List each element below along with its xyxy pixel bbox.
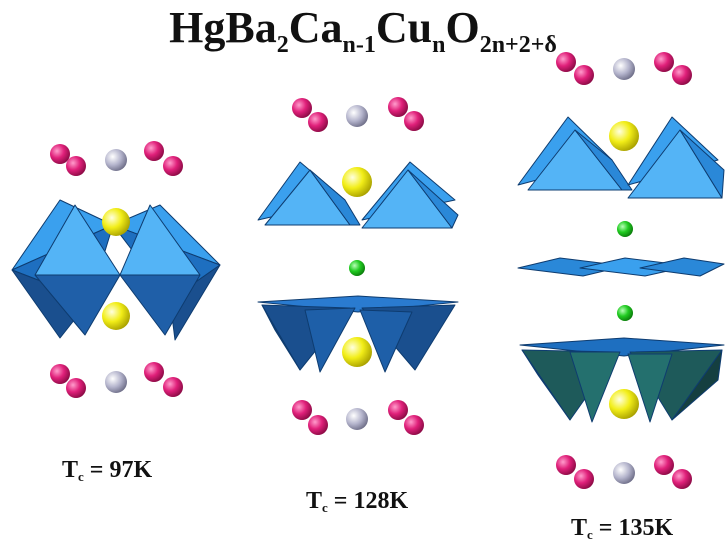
ba-atom	[574, 469, 594, 489]
plane-square	[639, 257, 725, 277]
ba-atom	[308, 112, 328, 132]
octahedron-face	[119, 274, 201, 336]
ba-atom	[388, 97, 408, 117]
tc-prefix: T	[306, 488, 323, 514]
ba-atom	[672, 65, 692, 85]
ba-atom	[556, 455, 576, 475]
ba-atom	[50, 144, 70, 164]
ba-atom	[654, 455, 674, 475]
tc-prefix: T	[571, 515, 588, 541]
ba-atom	[654, 52, 674, 72]
formula-title: HgBa2Can-1CunO2n+2+δ	[0, 2, 726, 59]
hg-atom	[105, 149, 127, 171]
lower-cuo5-pyramids	[519, 337, 725, 423]
upper-cuo5-pyramids	[257, 161, 459, 229]
pyramid-face	[569, 351, 621, 423]
hg-atom	[346, 105, 368, 127]
ba-atom	[404, 415, 424, 435]
top-atom-row	[556, 52, 692, 85]
apical-oxygen-atom	[609, 121, 639, 151]
title-subscript: n-1	[342, 32, 376, 58]
tc-label-n2: Tc = 128K	[306, 488, 408, 516]
title-subscript: n	[432, 32, 446, 58]
tc-value: = 128K	[327, 488, 409, 514]
ba-atom	[144, 141, 164, 161]
ba-atom	[163, 377, 183, 397]
ba-atom	[574, 65, 594, 85]
title-subscript: 2n+2+δ	[479, 32, 557, 58]
pyramid-face	[679, 129, 725, 199]
pyramid-face	[309, 169, 361, 226]
ba-atom	[556, 52, 576, 72]
ba-atom	[144, 362, 164, 382]
ba-atom	[292, 400, 312, 420]
pyramid-face	[627, 353, 673, 423]
ca-atom	[617, 305, 633, 321]
structure-n3	[517, 52, 725, 489]
ca-atom	[617, 221, 633, 237]
hg-atom	[346, 408, 368, 430]
bottom-atom-row	[556, 455, 692, 489]
ba-atom	[66, 156, 86, 176]
pyramid-face	[407, 169, 459, 229]
pyramid-face	[261, 304, 301, 371]
tc-subscript: c	[322, 500, 328, 515]
pyramid-face	[671, 349, 723, 421]
title-part: Ca	[288, 3, 343, 52]
title-part: O	[445, 3, 480, 52]
cuo6-octahedra	[11, 199, 221, 341]
structure-n1	[11, 141, 221, 398]
octahedron-face	[34, 274, 121, 336]
tc-subscript: c	[78, 469, 84, 484]
top-atom-row	[50, 141, 183, 176]
pyramid-face	[304, 307, 356, 373]
apical-oxygen-atom	[609, 389, 639, 419]
title-subscript: 2	[276, 32, 289, 58]
apical-oxygen-atom	[102, 302, 130, 330]
ba-atom	[404, 111, 424, 131]
hg-atom	[613, 58, 635, 80]
ba-atom	[308, 415, 328, 435]
title-part: Cu	[375, 3, 433, 52]
apical-oxygen-atom	[102, 208, 130, 236]
hg-atom	[613, 462, 635, 484]
pyramid-face	[359, 309, 413, 373]
apical-oxygen-atom	[342, 337, 372, 367]
title-part: HgBa	[169, 3, 277, 52]
tc-subscript: c	[587, 527, 593, 542]
ba-atom	[388, 400, 408, 420]
pyramid-face	[521, 349, 571, 421]
upper-cuo5-pyramids	[517, 116, 725, 199]
ca-atom	[349, 260, 365, 276]
hg-atom	[105, 371, 127, 393]
tc-value: = 135K	[592, 515, 674, 541]
ba-atom	[292, 98, 312, 118]
tc-label-n1: Tc = 97K	[62, 457, 152, 485]
top-atom-row	[292, 97, 424, 132]
ba-atom	[66, 378, 86, 398]
ba-atom	[672, 469, 692, 489]
cuo2-plane	[517, 257, 725, 277]
ba-atom	[163, 156, 183, 176]
lower-cuo5-pyramids	[257, 295, 459, 373]
bottom-atom-row	[50, 362, 183, 398]
bottom-atom-row	[292, 400, 424, 435]
tc-label-n3: Tc = 135K	[571, 515, 673, 543]
tc-prefix: T	[62, 457, 79, 483]
tc-value: = 97K	[83, 457, 153, 483]
apical-oxygen-atom	[342, 167, 372, 197]
ba-atom	[50, 364, 70, 384]
structure-n2	[257, 97, 459, 435]
pyramid-face	[574, 129, 633, 191]
